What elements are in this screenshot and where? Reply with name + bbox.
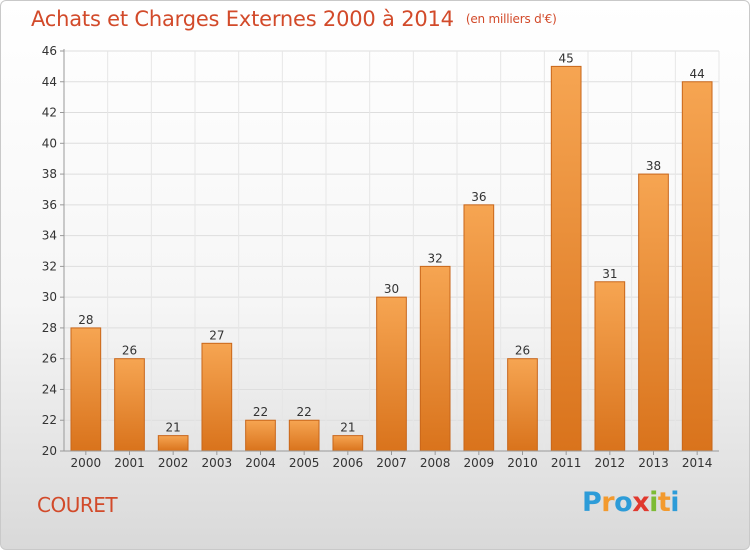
bar-2005 xyxy=(288,419,320,452)
proxiti-logo: Proxiti xyxy=(582,487,680,518)
bar-2011 xyxy=(550,65,582,452)
value-label: 36 xyxy=(471,190,486,204)
x-tick-label: 2000 xyxy=(71,456,102,470)
logo-letter: o xyxy=(614,487,633,518)
y-tick-label: 42 xyxy=(42,106,57,120)
commune-name: COURET xyxy=(37,493,118,517)
value-label: 22 xyxy=(253,405,268,419)
bar-2001 xyxy=(114,358,145,452)
x-tick-label: 2013 xyxy=(638,456,669,470)
x-tick-label: 2004 xyxy=(245,456,276,470)
x-tick-label: 2007 xyxy=(376,456,407,470)
chart-subtitle: (en milliers d'€) xyxy=(465,12,557,26)
x-tick-label: 2005 xyxy=(289,456,320,470)
x-tick-label: 2011 xyxy=(551,456,582,470)
logo-letter: P xyxy=(582,487,602,518)
value-label: 44 xyxy=(690,67,705,81)
y-tick-label: 40 xyxy=(42,136,57,150)
chart-title-text: Achats et Charges Externes 2000 à 2014 xyxy=(31,7,454,31)
x-tick-label: 2001 xyxy=(114,456,145,470)
value-label: 22 xyxy=(297,405,312,419)
x-tick-label: 2002 xyxy=(158,456,189,470)
x-tick-label: 2012 xyxy=(595,456,626,470)
logo-letter: t xyxy=(657,487,671,518)
bar-2006 xyxy=(332,435,364,452)
logo-letter: i xyxy=(649,487,658,518)
value-label: 32 xyxy=(428,251,443,265)
bar-2000 xyxy=(70,327,102,452)
bar-2003 xyxy=(201,342,233,452)
y-tick-label: 44 xyxy=(42,75,57,89)
value-label: 31 xyxy=(602,267,617,281)
value-label: 45 xyxy=(559,51,574,65)
bar-2014 xyxy=(681,81,713,452)
value-label: 38 xyxy=(646,159,661,173)
x-tick-label: 2009 xyxy=(464,456,495,470)
bar-2013 xyxy=(638,173,669,452)
axes xyxy=(60,49,719,455)
labels: 20 22 24 26 28 30 32 34 36 38 40 42 44 46 28 2000 26 2001… xyxy=(42,44,713,470)
bar-2004 xyxy=(245,419,276,452)
bar-2009 xyxy=(463,204,495,452)
y-tick-label: 36 xyxy=(42,198,57,212)
y-tick-label: 26 xyxy=(42,352,57,366)
y-tick-label: 30 xyxy=(42,290,57,304)
y-tick-label: 22 xyxy=(42,413,57,427)
value-label: 21 xyxy=(340,421,355,435)
bar-2012 xyxy=(594,281,626,452)
y-tick-label: 32 xyxy=(42,259,57,273)
logo-letter: x xyxy=(632,487,650,518)
x-tick-label: 2014 xyxy=(682,456,713,470)
y-tick-label: 38 xyxy=(42,167,57,181)
x-tick-label: 2003 xyxy=(202,456,233,470)
y-tick-label: 28 xyxy=(42,321,57,335)
value-label: 27 xyxy=(209,328,224,342)
bar-2007 xyxy=(376,296,407,452)
bars xyxy=(70,65,713,452)
logo-letter: r xyxy=(601,487,615,518)
bar-2008 xyxy=(419,265,451,452)
value-label: 30 xyxy=(384,282,399,296)
bar-2002 xyxy=(157,435,189,452)
x-tick-label: 2006 xyxy=(333,456,364,470)
bar-2010 xyxy=(507,358,538,452)
y-tick-label: 20 xyxy=(42,444,57,458)
value-label: 26 xyxy=(515,344,530,358)
y-tick-label: 24 xyxy=(42,382,57,396)
y-tick-label: 46 xyxy=(42,44,57,58)
logo-letter: i xyxy=(670,487,680,518)
value-label: 26 xyxy=(122,344,137,358)
value-label: 28 xyxy=(78,313,93,327)
x-tick-label: 2008 xyxy=(420,456,451,470)
y-tick-label: 34 xyxy=(42,229,57,243)
x-tick-label: 2010 xyxy=(507,456,538,470)
value-label: 21 xyxy=(166,421,181,435)
chart-title: Achats et Charges Externes 2000 à 2014 (e… xyxy=(31,7,557,31)
